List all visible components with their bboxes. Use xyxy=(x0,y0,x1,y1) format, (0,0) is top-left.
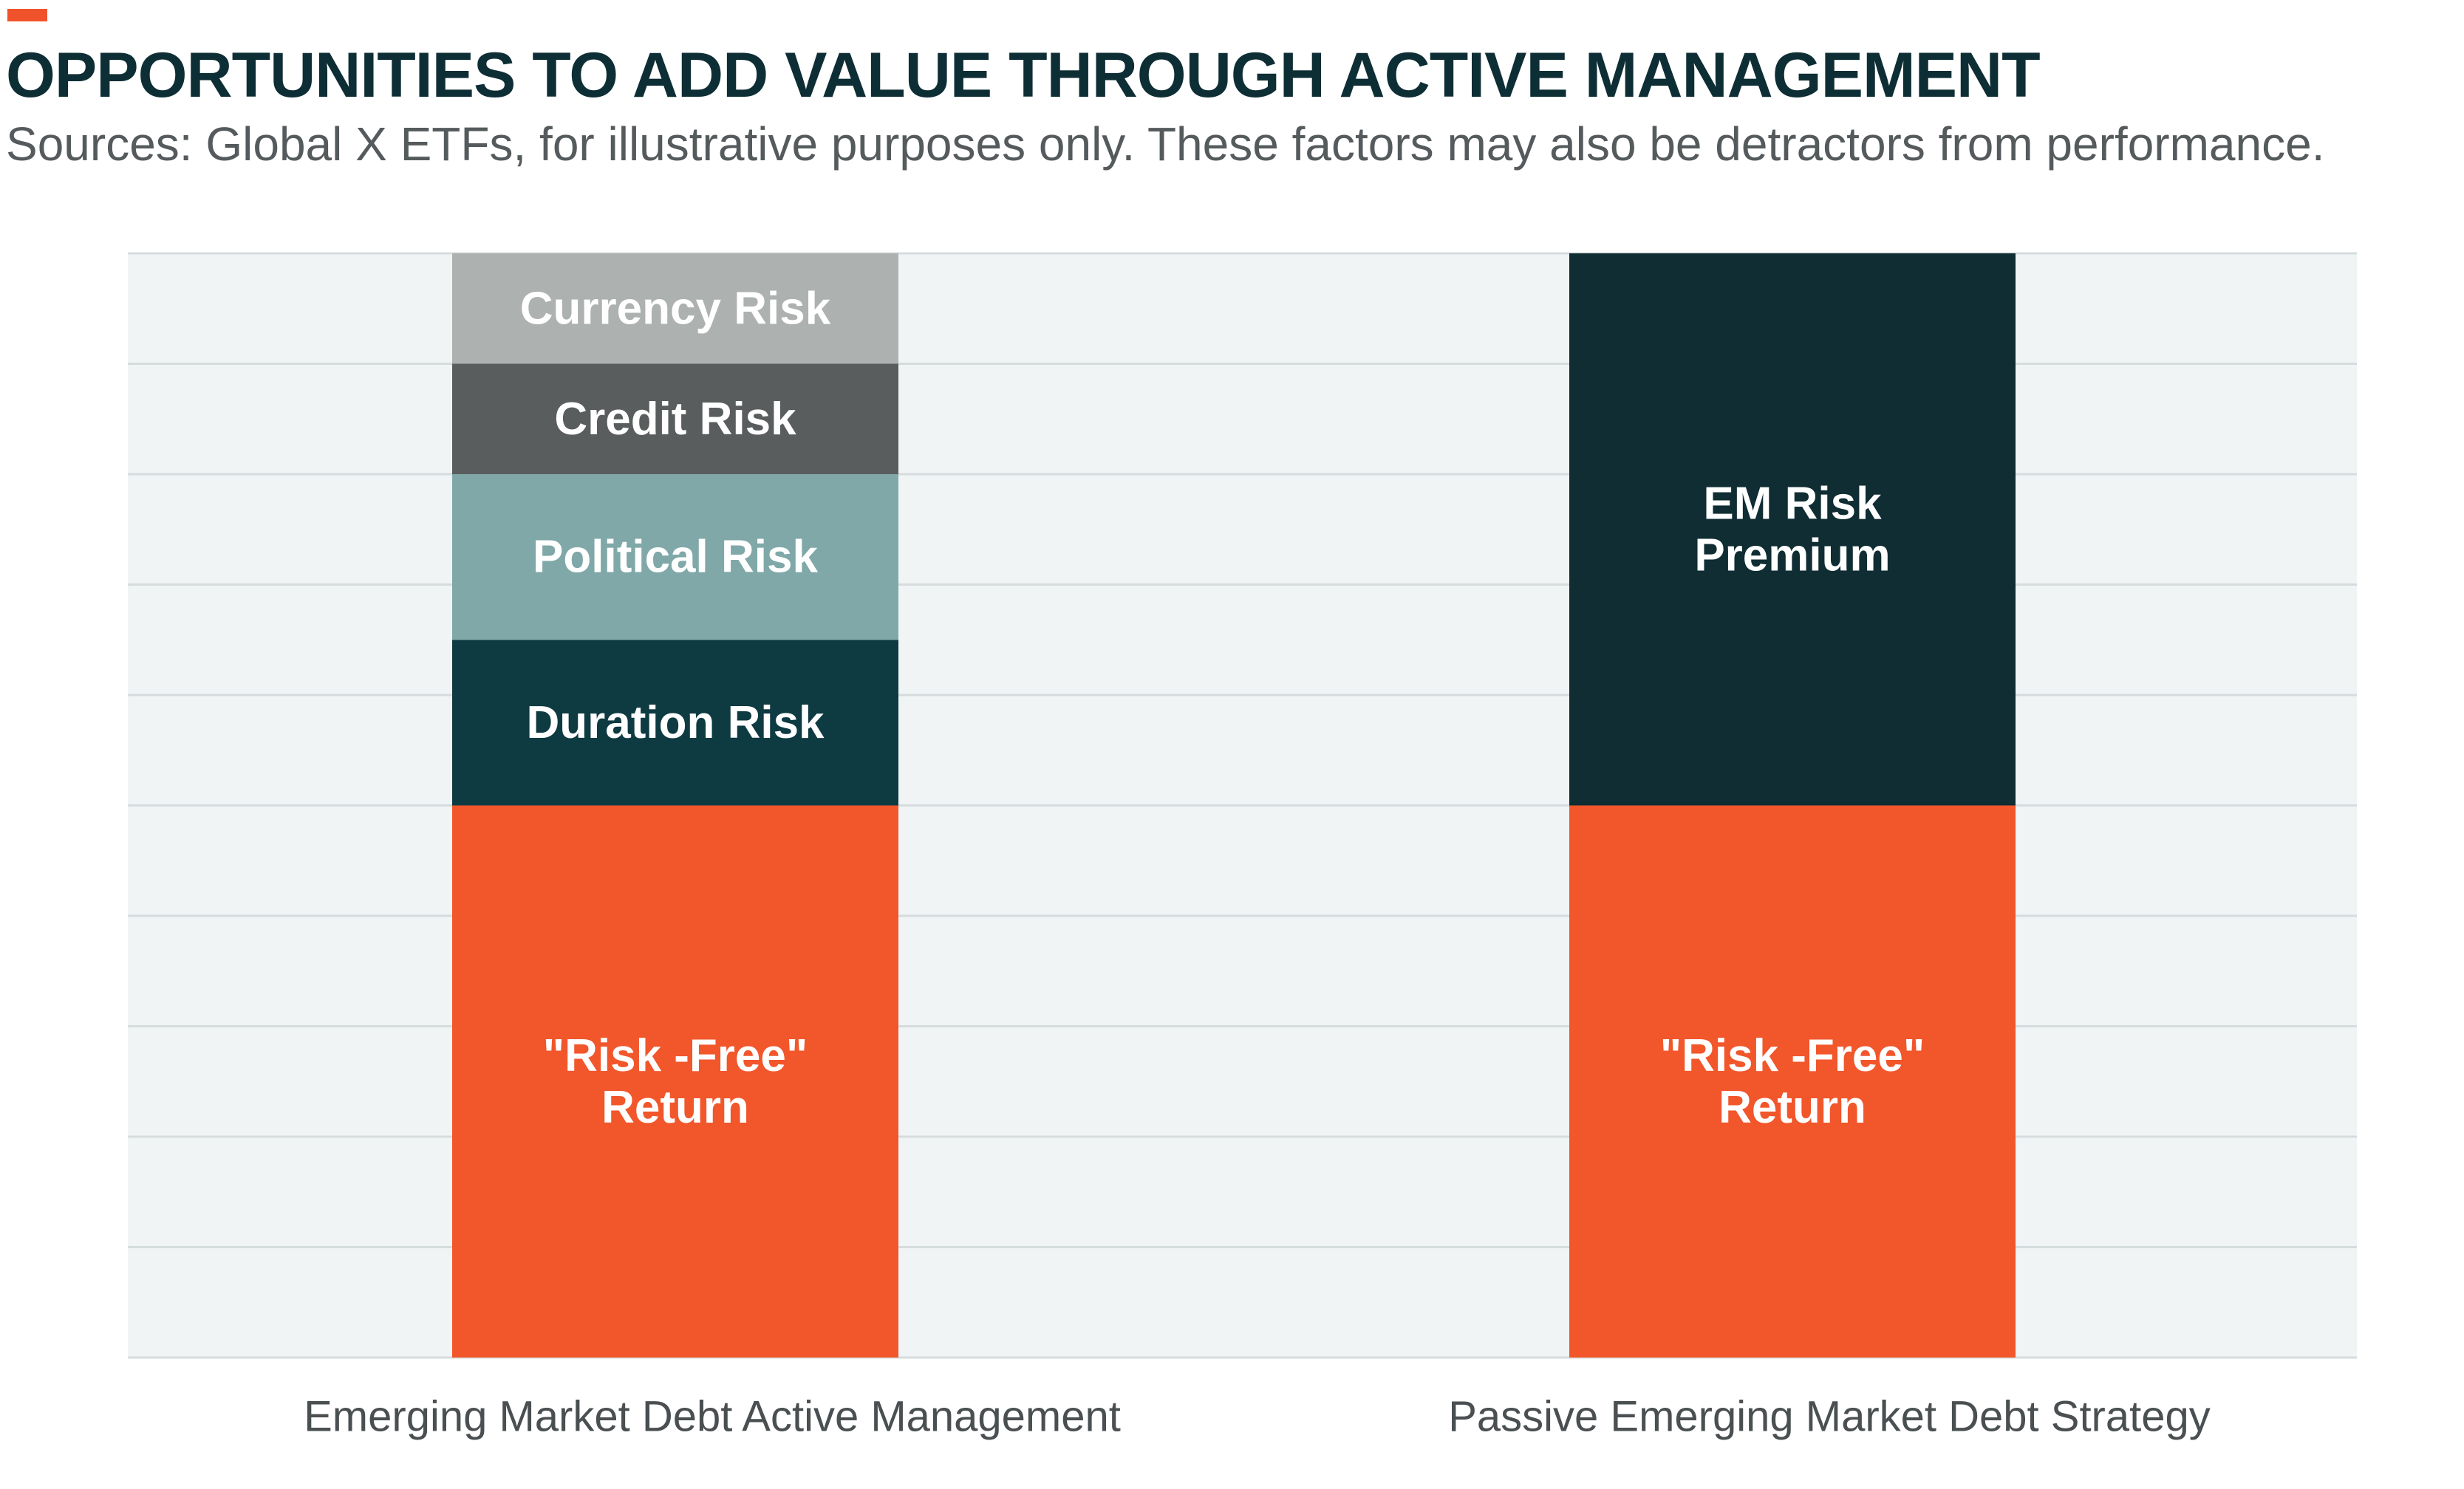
bar-segment-label: EM Risk xyxy=(1703,478,1882,529)
bar-segment-label: Currency Risk xyxy=(520,283,831,334)
bar-segment-credit-risk xyxy=(452,363,898,474)
bar-segment-risk-free-return xyxy=(452,805,898,1358)
x-axis-category-label: Passive Emerging Market Debt Strategy xyxy=(1448,1393,2211,1441)
chart-title: OPPORTUNITIES TO ADD VALUE THROUGH ACTIV… xyxy=(6,40,2041,111)
bar-segment-em-risk-premium xyxy=(1569,253,2016,806)
bar-segment-risk-free-return xyxy=(1569,805,2016,1358)
bar-segment-label: Return xyxy=(1719,1082,1866,1133)
bar-segment-label: Duration Risk xyxy=(526,697,825,748)
bar-segment-label: Return xyxy=(601,1082,749,1133)
bar-segment-duration-risk xyxy=(452,640,898,806)
accent-bar xyxy=(7,9,47,21)
bar-segment-political-risk xyxy=(452,474,898,640)
bar-segment-label: "Risk -Free" xyxy=(1660,1030,1925,1081)
bar-segment-label: "Risk -Free" xyxy=(543,1030,808,1081)
bar-segment-label: Credit Risk xyxy=(554,394,796,445)
bar-segment-label: Premium xyxy=(1694,530,1890,581)
bar-segment-label: Political Risk xyxy=(533,532,818,583)
bar-segment-currency-risk xyxy=(452,253,898,364)
chart-subtitle: Sources: Global X ETFs, for illustrative… xyxy=(6,117,2325,171)
x-axis-category-label: Emerging Market Debt Active Management xyxy=(304,1393,1121,1441)
